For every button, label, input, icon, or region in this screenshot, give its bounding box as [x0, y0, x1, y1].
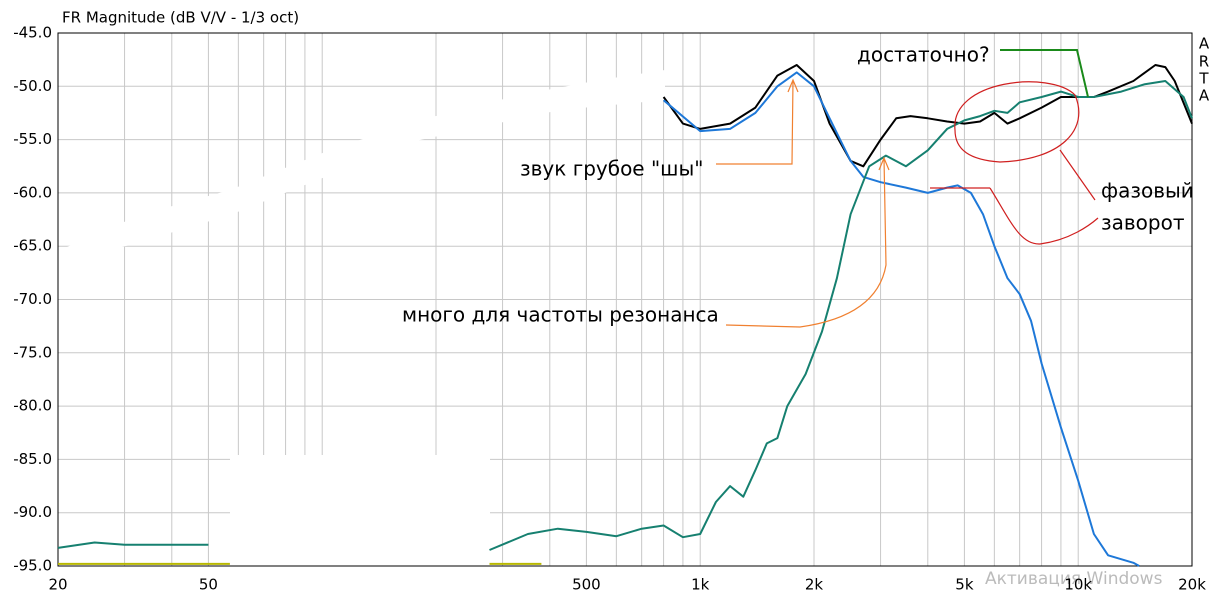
- y-tick-label: -70.0: [13, 290, 52, 308]
- series-line: [662, 71, 1140, 567]
- occlusion: [60, 70, 665, 262]
- y-tick-label: -50.0: [13, 77, 52, 95]
- y-tick-label: -55.0: [13, 130, 52, 148]
- annotation: фазовый: [1101, 179, 1194, 203]
- pointer: [725, 156, 890, 328]
- y-tick-label: -45.0: [13, 24, 52, 42]
- y-tick-label: -95.0: [13, 557, 52, 575]
- y-tick-label: -85.0: [13, 450, 52, 468]
- x-tick-label: 5k: [955, 576, 974, 594]
- series-line: [57, 80, 1193, 551]
- ellipse: [954, 81, 1080, 163]
- x-tick-label: 1k: [691, 576, 710, 594]
- plot-frame: [57, 32, 1193, 567]
- brand: A: [1199, 35, 1210, 53]
- x-tick-label: 500: [572, 576, 601, 594]
- y-tick-label: -65.0: [13, 237, 52, 255]
- y-tick-label: -90.0: [13, 503, 52, 521]
- chart-title: FR Magnitude (dB V/V - 1/3 oct): [62, 9, 299, 27]
- annotation: достаточно?: [857, 43, 990, 67]
- x-tick-label: 10k: [1064, 576, 1092, 594]
- occlusion: [230, 455, 490, 601]
- x-tick-label: 50: [199, 576, 218, 594]
- pointer: [716, 78, 799, 165]
- brand: T: [1198, 70, 1209, 88]
- pointer: [930, 149, 1099, 245]
- x-tick-label: 2k: [805, 576, 824, 594]
- series-line: [662, 64, 1193, 168]
- annotation: много для частоты резонанса: [402, 303, 719, 327]
- brand: R: [1199, 53, 1209, 71]
- curves: [57, 64, 1193, 567]
- ticks: -45.0 -50.0 -55.0 -60.0 -65.0 -70.0 -75.0 -80.0…: [13, 24, 1206, 594]
- watermark: Активация Windows: [985, 569, 1163, 589]
- y-tick-label: -75.0: [13, 343, 52, 361]
- annotation-lines: [716, 49, 1099, 328]
- y-tick-label: -80.0: [13, 397, 52, 415]
- x-tick-label: 20: [48, 576, 67, 594]
- y-tick-label: -60.0: [13, 183, 52, 201]
- annotation: заворот: [1101, 211, 1185, 235]
- pointer: [1000, 49, 1089, 98]
- x-tick-label: 20k: [1178, 576, 1206, 594]
- brand: A: [1199, 87, 1210, 105]
- annotation: звук грубое "шы": [520, 157, 703, 181]
